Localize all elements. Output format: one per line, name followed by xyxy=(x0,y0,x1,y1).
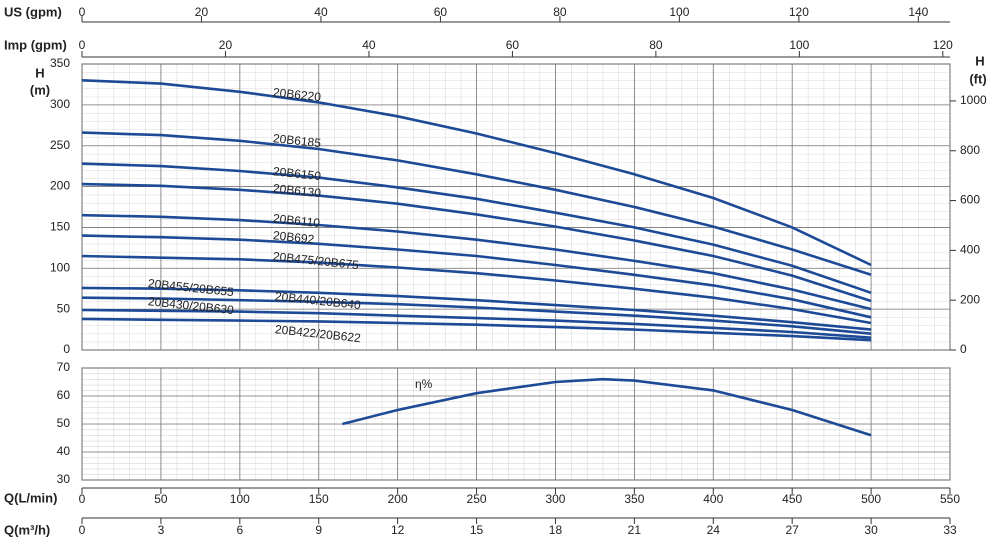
x-tick-label: 24 xyxy=(707,523,721,537)
y2-tick-label: 200 xyxy=(960,292,980,306)
y-tick-label: 50 xyxy=(57,301,71,315)
x-tick-label: 100 xyxy=(669,5,689,19)
x-tick-label: 9 xyxy=(315,523,322,537)
axis-label: Imp (gpm) xyxy=(4,37,67,52)
curve xyxy=(81,317,872,342)
x-tick-label: 3 xyxy=(158,523,165,537)
x-tick-label: 200 xyxy=(388,492,408,506)
y-tick-label: 60 xyxy=(57,388,71,402)
y-tick-label: 200 xyxy=(50,179,70,193)
x-tick-label: 33 xyxy=(943,523,957,537)
y-tick-label: 100 xyxy=(50,260,70,274)
curve xyxy=(342,377,872,437)
curve-label: 20B6220 xyxy=(272,85,322,104)
x-tick-label: 21 xyxy=(628,523,642,537)
x-tick-label: 27 xyxy=(786,523,800,537)
x-tick-label: 120 xyxy=(789,5,809,19)
y2-tick-label: 1000 xyxy=(960,93,987,107)
x-tick-label: 100 xyxy=(789,38,809,52)
y2-label: (ft) xyxy=(969,71,986,86)
y2-tick-label: 0 xyxy=(960,342,967,356)
curve xyxy=(81,296,872,335)
curve xyxy=(81,79,872,267)
y-tick-label: 300 xyxy=(50,97,70,111)
x-tick-label: 500 xyxy=(861,492,881,506)
x-tick-label: 50 xyxy=(154,492,168,506)
y-tick-label: 0 xyxy=(63,342,70,356)
axis-label: Q(m³/h) xyxy=(4,522,50,537)
curve xyxy=(81,131,872,277)
curve xyxy=(81,286,872,331)
y-tick-label: 70 xyxy=(57,360,71,374)
y-tick-label: 350 xyxy=(50,56,70,70)
x-tick-label: 400 xyxy=(703,492,723,506)
y2-tick-label: 800 xyxy=(960,143,980,157)
y-tick-label: 150 xyxy=(50,220,70,234)
x-tick-label: 80 xyxy=(553,5,567,19)
x-tick-label: 120 xyxy=(933,38,953,52)
x-tick-label: 0 xyxy=(79,492,86,506)
x-tick-label: 18 xyxy=(549,523,563,537)
x-tick-label: 15 xyxy=(470,523,484,537)
x-tick-label: 0 xyxy=(79,5,86,19)
x-tick-label: 60 xyxy=(506,38,520,52)
x-tick-label: 450 xyxy=(782,492,802,506)
x-tick-label: 0 xyxy=(79,38,86,52)
y2-tick-label: 400 xyxy=(960,243,980,257)
x-tick-label: 550 xyxy=(940,492,960,506)
axis-label: US (gpm) xyxy=(4,4,62,19)
x-tick-label: 20 xyxy=(195,5,209,19)
x-tick-label: 0 xyxy=(79,523,86,537)
y-tick-label: 50 xyxy=(57,416,71,430)
curve xyxy=(81,182,872,303)
x-tick-label: 150 xyxy=(309,492,329,506)
curve-label: 20B6130 xyxy=(272,181,322,200)
y2-tick-label: 600 xyxy=(960,193,980,207)
curve xyxy=(81,254,872,325)
axis-label: Q(L/min) xyxy=(4,490,57,505)
curve xyxy=(81,308,872,339)
curve xyxy=(81,213,872,311)
x-tick-label: 140 xyxy=(908,5,928,19)
y-tick-label: 40 xyxy=(57,444,71,458)
x-tick-label: 250 xyxy=(467,492,487,506)
x-tick-label: 60 xyxy=(434,5,448,19)
x-tick-label: 12 xyxy=(391,523,405,537)
x-tick-label: 80 xyxy=(649,38,663,52)
y-tick-label: 250 xyxy=(50,138,70,152)
x-tick-label: 350 xyxy=(624,492,644,506)
x-tick-label: 40 xyxy=(362,38,376,52)
curve xyxy=(81,234,872,319)
curve-label: 20B692 xyxy=(272,228,315,246)
x-tick-label: 100 xyxy=(230,492,250,506)
x-tick-label: 20 xyxy=(219,38,233,52)
x-tick-label: 6 xyxy=(236,523,243,537)
y2-label: H xyxy=(975,53,984,68)
curve-label: 20B6185 xyxy=(272,131,322,150)
y-label: (m) xyxy=(30,82,50,97)
curve-label: η% xyxy=(415,377,433,391)
curve-label: 20B6110 xyxy=(272,211,321,230)
x-tick-label: 30 xyxy=(864,523,878,537)
y-label: H xyxy=(35,65,44,80)
y-tick-label: 30 xyxy=(57,472,71,486)
curve-label: 20B6150 xyxy=(272,164,322,183)
x-tick-label: 300 xyxy=(545,492,565,506)
x-tick-label: 40 xyxy=(314,5,328,19)
curve xyxy=(81,162,872,295)
